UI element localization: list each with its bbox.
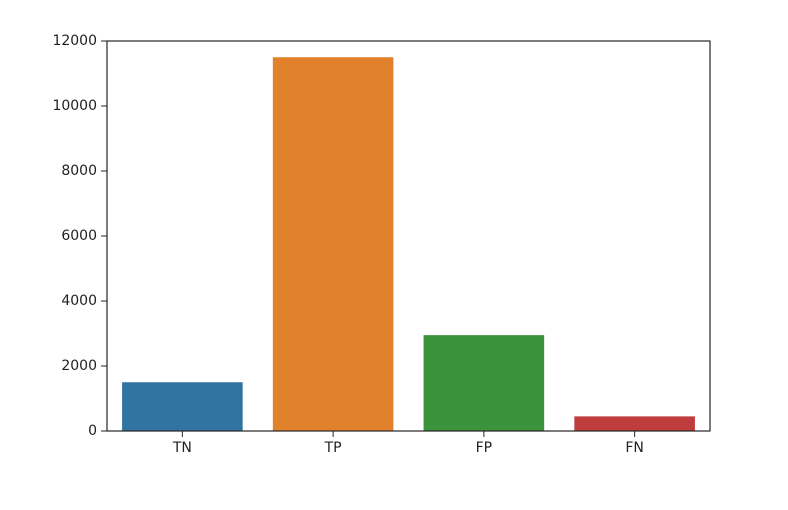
x-tick-label-fp: FP — [476, 440, 493, 456]
bar-tn — [122, 382, 243, 431]
plot-frame — [106, 40, 711, 432]
y-tick-label: 4000 — [61, 293, 97, 309]
x-tick-label-tn: TN — [172, 440, 192, 456]
x-tick-label-tp: TP — [324, 440, 342, 456]
bar-fn — [574, 416, 695, 432]
y-tick-label: 6000 — [61, 228, 97, 244]
bar-tp — [272, 57, 394, 431]
x-axis: TN TP FP FN — [172, 431, 644, 456]
y-tick-label: 12000 — [52, 33, 97, 49]
bars-layer — [122, 57, 695, 432]
y-axis: 0 2000 4000 6000 8000 10000 12000 — [52, 33, 107, 439]
bar-fp — [423, 335, 545, 432]
y-tick-label: 0 — [88, 423, 97, 439]
x-tick-label-fn: FN — [625, 440, 644, 456]
y-tick-label: 10000 — [52, 98, 97, 114]
y-tick-label: 2000 — [61, 358, 97, 374]
y-tick-label: 8000 — [61, 163, 97, 179]
